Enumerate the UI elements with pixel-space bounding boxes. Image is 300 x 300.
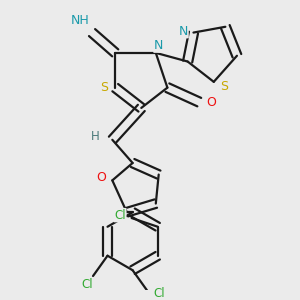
Text: Cl: Cl bbox=[81, 278, 93, 291]
Text: O: O bbox=[206, 96, 216, 109]
Text: S: S bbox=[100, 81, 108, 94]
Text: S: S bbox=[220, 80, 228, 93]
Text: N: N bbox=[154, 39, 164, 52]
Text: O: O bbox=[96, 171, 106, 184]
Text: Cl: Cl bbox=[153, 287, 164, 300]
Text: N: N bbox=[178, 25, 188, 38]
Text: NH: NH bbox=[71, 14, 90, 28]
Text: H: H bbox=[91, 130, 99, 143]
Text: Cl: Cl bbox=[114, 208, 126, 222]
